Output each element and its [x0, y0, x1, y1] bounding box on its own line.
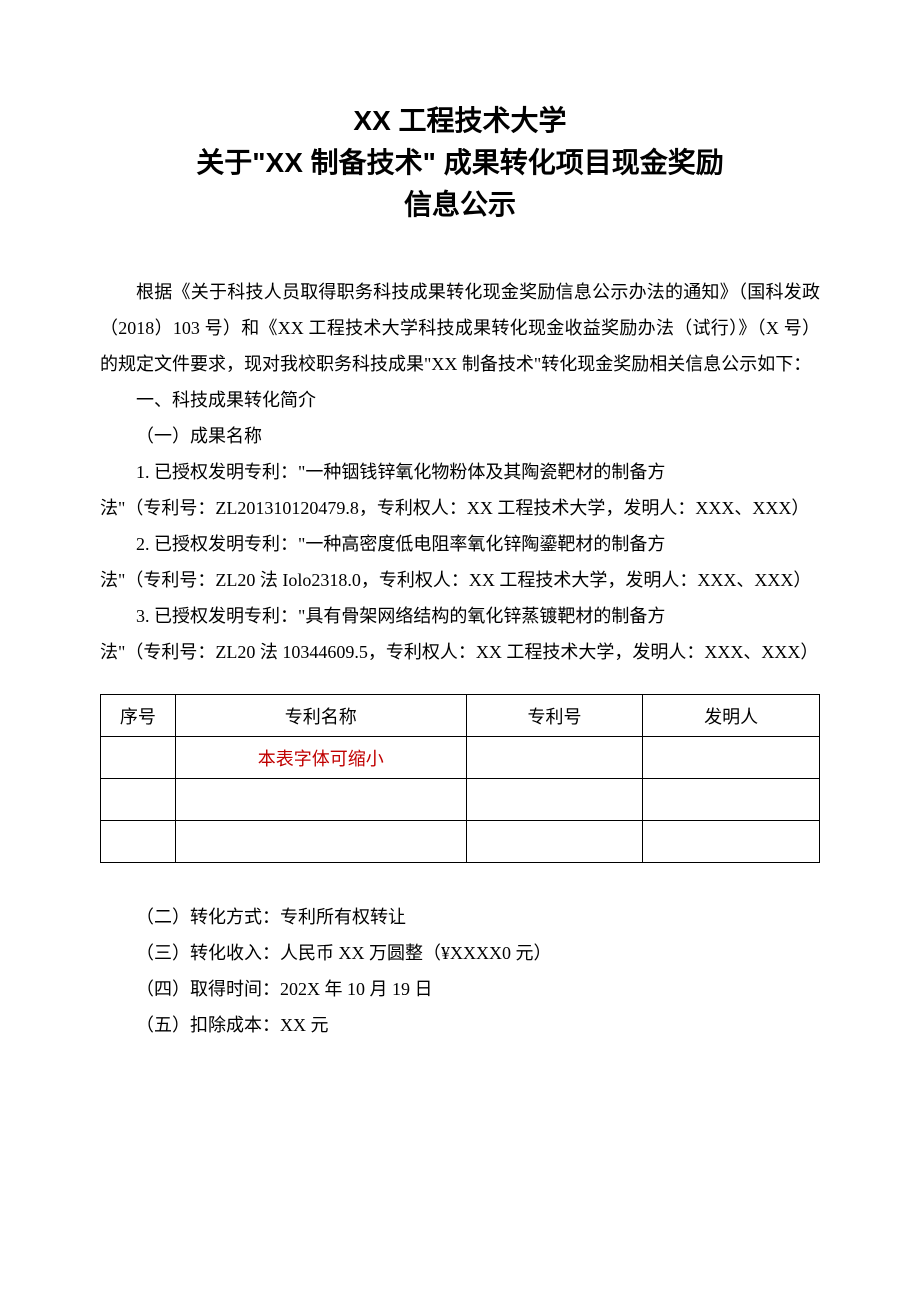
subsection-2: （二）转化方式：专利所有权转让 — [100, 899, 820, 935]
title-line-3: 信息公示 — [100, 184, 820, 226]
document-body: 根据《关于科技人员取得职务科技成果转化现金奖励信息公示办法的通知》（国科发政（2… — [100, 274, 820, 670]
section-1-heading: 一、科技成果转化简介 — [100, 382, 820, 418]
patent-3-line-1: 3. 已授权发明专利："具有骨架网络结构的氧化锌蒸镀靶材的制备方 — [100, 598, 820, 634]
subsection-4: （四）取得时间：202X 年 10 月 19 日 — [100, 971, 820, 1007]
cell-inv — [643, 737, 820, 779]
subsections-after-table: （二）转化方式：专利所有权转让 （三）转化收入：人民币 XX 万圆整（¥XXXX… — [100, 899, 820, 1043]
cell-name — [175, 821, 466, 863]
cell-seq — [101, 821, 176, 863]
header-inv: 发明人 — [643, 695, 820, 737]
subsection-5: （五）扣除成本：XX 元 — [100, 1007, 820, 1043]
cell-num — [466, 779, 643, 821]
title-line-1: XX 工程技术大学 — [100, 100, 820, 142]
header-num: 专利号 — [466, 695, 643, 737]
intro-paragraph: 根据《关于科技人员取得职务科技成果转化现金奖励信息公示办法的通知》（国科发政（2… — [100, 274, 820, 382]
cell-seq — [101, 737, 176, 779]
cell-num — [466, 821, 643, 863]
cell-num — [466, 737, 643, 779]
patent-2-line-1: 2. 已授权发明专利："一种高密度低电阻率氧化锌陶鎏靶材的制备方 — [100, 526, 820, 562]
cell-seq — [101, 779, 176, 821]
title-line-2: 关于"XX 制备技术" 成果转化项目现金奖励 — [100, 142, 820, 184]
table-row: 本表字体可缩小 — [101, 737, 820, 779]
header-seq: 序号 — [101, 695, 176, 737]
patent-table: 序号 专利名称 专利号 发明人 本表字体可缩小 — [100, 694, 820, 863]
patent-1-line-2: 法"（专利号：ZL201310120479.8，专利权人：XX 工程技术大学，发… — [100, 490, 820, 526]
patent-3-line-2: 法"（专利号：ZL20 法 10344609.5，专利权人：XX 工程技术大学，… — [100, 634, 820, 670]
subsection-3: （三）转化收入：人民币 XX 万圆整（¥XXXX0 元） — [100, 935, 820, 971]
header-name: 专利名称 — [175, 695, 466, 737]
cell-inv — [643, 821, 820, 863]
subsection-1-heading: （一）成果名称 — [100, 418, 820, 454]
cell-name: 本表字体可缩小 — [175, 737, 466, 779]
document-title-block: XX 工程技术大学 关于"XX 制备技术" 成果转化项目现金奖励 信息公示 — [100, 100, 820, 226]
table-note-text: 本表字体可缩小 — [258, 749, 384, 769]
table-header-row: 序号 专利名称 专利号 发明人 — [101, 695, 820, 737]
cell-name — [175, 779, 466, 821]
table-row — [101, 779, 820, 821]
cell-inv — [643, 779, 820, 821]
patent-1-line-1: 1. 已授权发明专利："一种铟钱锌氧化物粉体及其陶瓷靶材的制备方 — [100, 454, 820, 490]
patent-2-line-2: 法"（专利号：ZL20 法 Iolo2318.0，专利权人：XX 工程技术大学，… — [100, 562, 820, 598]
table-row — [101, 821, 820, 863]
